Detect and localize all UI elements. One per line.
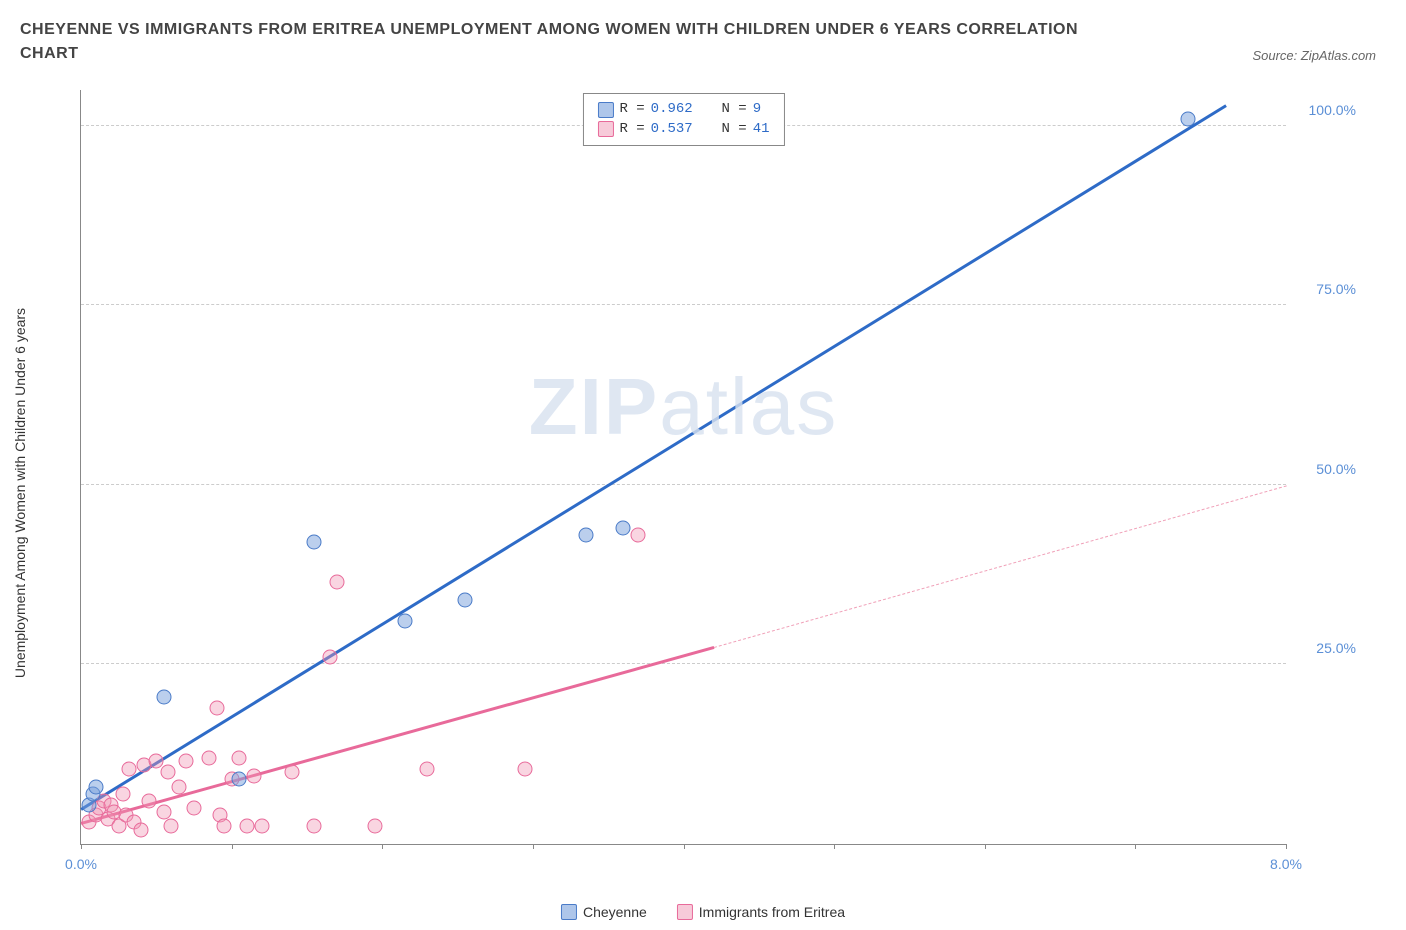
- trend-line: [713, 485, 1286, 648]
- data-point: [254, 819, 269, 834]
- x-tick: [985, 844, 986, 849]
- data-point: [330, 574, 345, 589]
- y-tick-label: 25.0%: [1316, 640, 1356, 656]
- data-point: [307, 819, 322, 834]
- source-attribution: Source: ZipAtlas.com: [1252, 48, 1376, 63]
- series-legend-item: Immigrants from Eritrea: [677, 904, 845, 920]
- series-legend-item: Cheyenne: [561, 904, 647, 920]
- data-point: [307, 535, 322, 550]
- legend-swatch: [597, 121, 613, 137]
- plot-area: ZIPatlas R = 0.962 N = 9R = 0.537 N = 41…: [80, 90, 1286, 845]
- legend-swatch: [677, 904, 693, 920]
- x-tick: [382, 844, 383, 849]
- data-point: [134, 822, 149, 837]
- x-tick: [834, 844, 835, 849]
- x-tick: [684, 844, 685, 849]
- data-point: [232, 750, 247, 765]
- data-point: [239, 819, 254, 834]
- gridline: [81, 304, 1286, 305]
- stats-legend: R = 0.962 N = 9R = 0.537 N = 41: [582, 93, 784, 146]
- data-point: [616, 521, 631, 536]
- data-point: [156, 804, 171, 819]
- x-tick-label: 0.0%: [65, 856, 97, 872]
- data-point: [116, 786, 131, 801]
- chart-container: Unemployment Among Women with Children U…: [60, 90, 1376, 880]
- data-point: [202, 750, 217, 765]
- data-point: [518, 761, 533, 776]
- data-point: [141, 793, 156, 808]
- data-point: [247, 768, 262, 783]
- data-point: [631, 528, 646, 543]
- x-tick: [232, 844, 233, 849]
- data-point: [322, 650, 337, 665]
- data-point: [397, 614, 412, 629]
- legend-swatch: [597, 102, 613, 118]
- y-tick-label: 100.0%: [1309, 102, 1356, 118]
- data-point: [186, 801, 201, 816]
- x-tick: [1135, 844, 1136, 849]
- legend-swatch: [561, 904, 577, 920]
- data-point: [1181, 111, 1196, 126]
- data-point: [171, 779, 186, 794]
- series-legend: Cheyenne Immigrants from Eritrea: [561, 904, 845, 920]
- y-tick-label: 75.0%: [1316, 281, 1356, 297]
- x-tick: [81, 844, 82, 849]
- y-axis-label: Unemployment Among Women with Children U…: [12, 308, 28, 678]
- data-point: [161, 765, 176, 780]
- trend-line: [80, 105, 1226, 811]
- x-tick: [533, 844, 534, 849]
- data-point: [232, 772, 247, 787]
- data-point: [578, 528, 593, 543]
- x-tick-label: 8.0%: [1270, 856, 1302, 872]
- x-tick: [1286, 844, 1287, 849]
- data-point: [89, 779, 104, 794]
- data-point: [367, 819, 382, 834]
- data-point: [420, 761, 435, 776]
- data-point: [179, 754, 194, 769]
- data-point: [209, 700, 224, 715]
- gridline: [81, 484, 1286, 485]
- gridline: [81, 663, 1286, 664]
- y-tick-label: 50.0%: [1316, 461, 1356, 477]
- data-point: [156, 689, 171, 704]
- stats-legend-row: R = 0.962 N = 9: [597, 100, 769, 120]
- data-point: [217, 819, 232, 834]
- stats-legend-row: R = 0.537 N = 41: [597, 120, 769, 140]
- chart-title: CHEYENNE VS IMMIGRANTS FROM ERITREA UNEM…: [20, 18, 1120, 66]
- data-point: [458, 592, 473, 607]
- trend-line: [81, 647, 714, 825]
- data-point: [164, 819, 179, 834]
- data-point: [122, 761, 137, 776]
- data-point: [284, 765, 299, 780]
